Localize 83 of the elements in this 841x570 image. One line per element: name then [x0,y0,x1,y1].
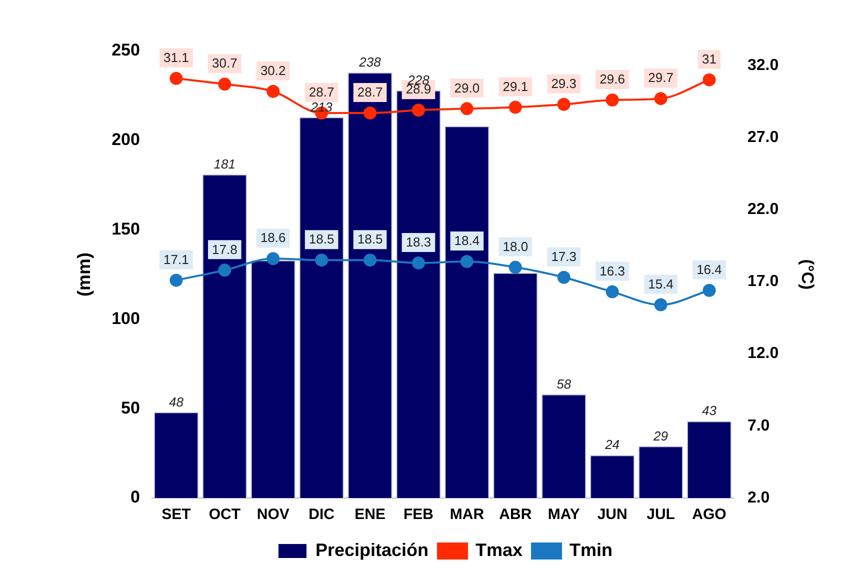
data-label: 31 [702,51,716,66]
legend-label: Precipitación [315,540,429,560]
point [508,100,522,114]
y2-tick-label: 7.0 [747,417,770,434]
point [654,298,668,312]
data-label: 29 [652,428,668,444]
x-tick-label: MAR [450,506,484,524]
point [266,252,280,266]
y-axis-title: (mm) [74,252,94,296]
data-label: 31.1 [164,50,189,65]
y-tick-label: 100 [112,308,140,328]
data-label: 29.6 [600,72,625,87]
x-tick-label: ABR [499,506,532,524]
y2-tick-label: 2.0 [747,489,770,506]
x-tick-label: DIC [308,506,335,524]
x-tick-label: JUL [646,506,675,524]
x-tick-label: JUN [597,506,628,524]
data-label: 16.4 [696,262,722,277]
data-label: 43 [702,403,718,418]
point [557,98,570,111]
point [315,254,328,267]
data-label: 48 [168,394,184,410]
point [170,274,183,287]
y2-tick-label: 12.0 [747,345,779,362]
point [654,92,668,106]
point [606,94,619,107]
y-tick-label: 50 [121,398,140,418]
data-label: 28.7 [357,84,383,100]
point [460,102,474,116]
data-label: 28.7 [308,84,334,100]
data-label: 18.5 [357,232,383,247]
x-tick-label: SET [162,506,191,524]
data-label: 18.6 [260,230,286,246]
legend-label: Tmax [476,540,523,560]
point [412,256,425,270]
data-label: 17.3 [551,248,577,264]
x-tick-label: FEB [403,506,434,524]
y2-tick-label: 22.0 [747,201,779,218]
data-label: 17.8 [212,242,238,257]
point [266,84,280,98]
data-label: 18.4 [454,233,480,248]
y-tick-label: 0 [130,488,140,507]
y-tick-label: 150 [112,219,140,238]
data-label: 18.5 [308,232,334,247]
point [218,78,232,91]
data-label: 29.7 [648,70,674,86]
point [364,106,377,120]
y-tick-label: 200 [112,130,140,150]
data-label: 30.2 [260,62,286,78]
data-label: 18.3 [406,234,432,250]
data-label: 58 [556,376,572,392]
y2-tick-label: 32.0 [747,56,779,74]
x-tick-label: ENE [354,506,386,524]
point [508,260,522,274]
point [702,284,716,297]
x-tick-label: MAY [548,506,580,524]
point [557,270,570,284]
data-label: 181 [214,156,236,172]
legend-label: Tmin [570,540,613,560]
data-label: 15.4 [648,276,674,292]
data-label: 16.3 [600,263,625,278]
data-label: 29.3 [551,76,577,91]
y2-axis-title: (°C) [798,259,818,290]
data-label: 29.0 [454,80,480,96]
point [702,73,716,86]
point [218,264,232,277]
y2-tick-label: 17.0 [747,273,779,290]
data-label: 238 [358,54,382,70]
x-tick-label: AGO [692,506,727,524]
y-tick-label: 250 [112,40,140,60]
data-label: 29.1 [502,78,528,94]
point [412,104,425,117]
data-label: 17.1 [164,252,189,267]
point [364,254,377,267]
point [606,285,619,298]
y2-tick-label: 27.0 [747,128,779,146]
x-tick-label: NOV [256,506,290,524]
data-label: 18.0 [502,238,528,254]
data-label: 24 [604,437,620,452]
x-tick-label: OCT [208,506,240,524]
point [170,72,183,85]
data-label: 30.7 [212,56,238,71]
point [460,255,474,268]
